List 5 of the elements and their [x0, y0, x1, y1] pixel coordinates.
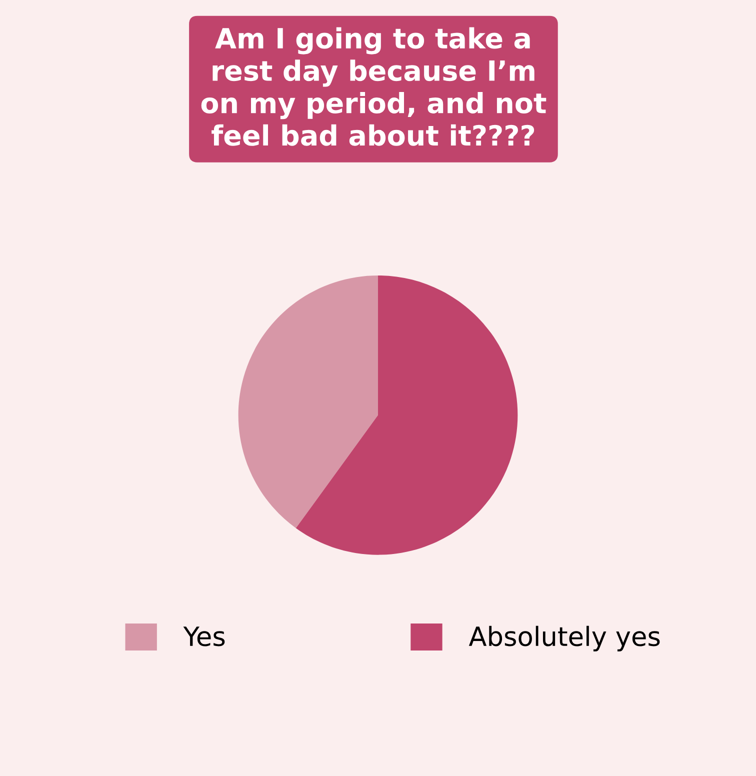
pie-slice — [238, 275, 378, 528]
legend-label: Absolutely yes — [468, 626, 660, 652]
legend-label: Yes — [183, 626, 225, 646]
chart-title: Am I going to take a rest day because I’m on my period, and not feel bad about it???? — [201, 27, 546, 146]
pie-slice — [296, 275, 518, 555]
